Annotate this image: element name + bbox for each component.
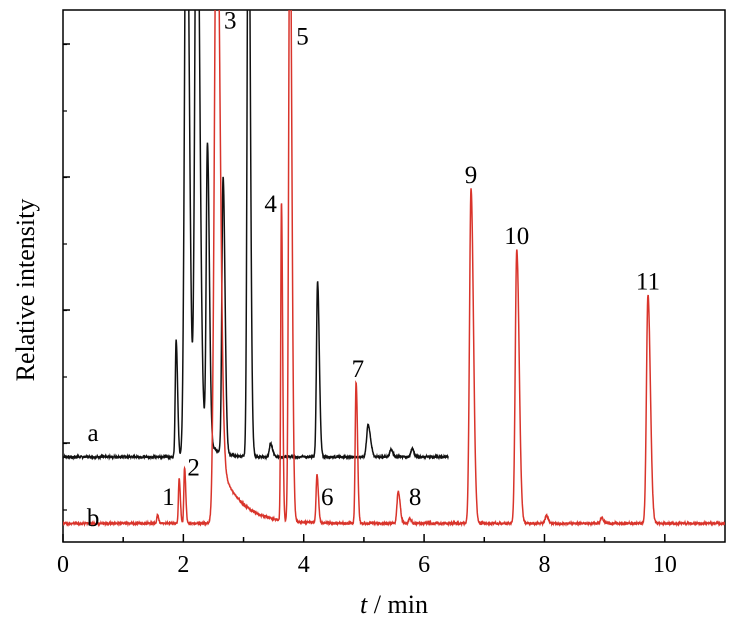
x-tick-label: 4 [298,552,310,578]
peak-label-9: 9 [465,162,478,189]
x-tick-label: 0 [57,552,69,578]
trace-label-a: a [88,420,99,447]
y-axis-title: Relative intensity [11,199,40,382]
x-tick-label: 2 [177,552,189,578]
x-tick-label: 10 [653,552,677,578]
plot-frame [62,9,726,543]
tick-group: 0 2 4 6 8 10 [57,43,677,578]
peak-label-2: 2 [187,455,200,482]
peak-label-1: 1 [162,484,175,511]
peak-label-4: 4 [264,191,277,218]
peak-label-3: 3 [224,8,237,35]
x-axis-title: t / min [360,590,428,619]
peak-label-11: 11 [636,268,660,295]
trace-line-b [63,10,725,528]
peak-label-6: 6 [321,484,334,511]
peak-label-8: 8 [409,484,422,511]
peak-label-7: 7 [352,356,365,383]
x-tick-label: 6 [418,552,430,578]
trace-group [63,10,725,528]
x-tick-label: 8 [538,552,550,578]
trace-line-a [63,10,449,461]
peak-label-10: 10 [504,223,529,250]
label-group: 12 3 4 5 6 7 8 9 10 11 a b [87,8,660,532]
peak-label-5: 5 [296,24,309,51]
x-axis-unit: / min [367,590,428,619]
trace-label-b: b [87,505,100,532]
x-axis-variable: t [360,590,368,619]
